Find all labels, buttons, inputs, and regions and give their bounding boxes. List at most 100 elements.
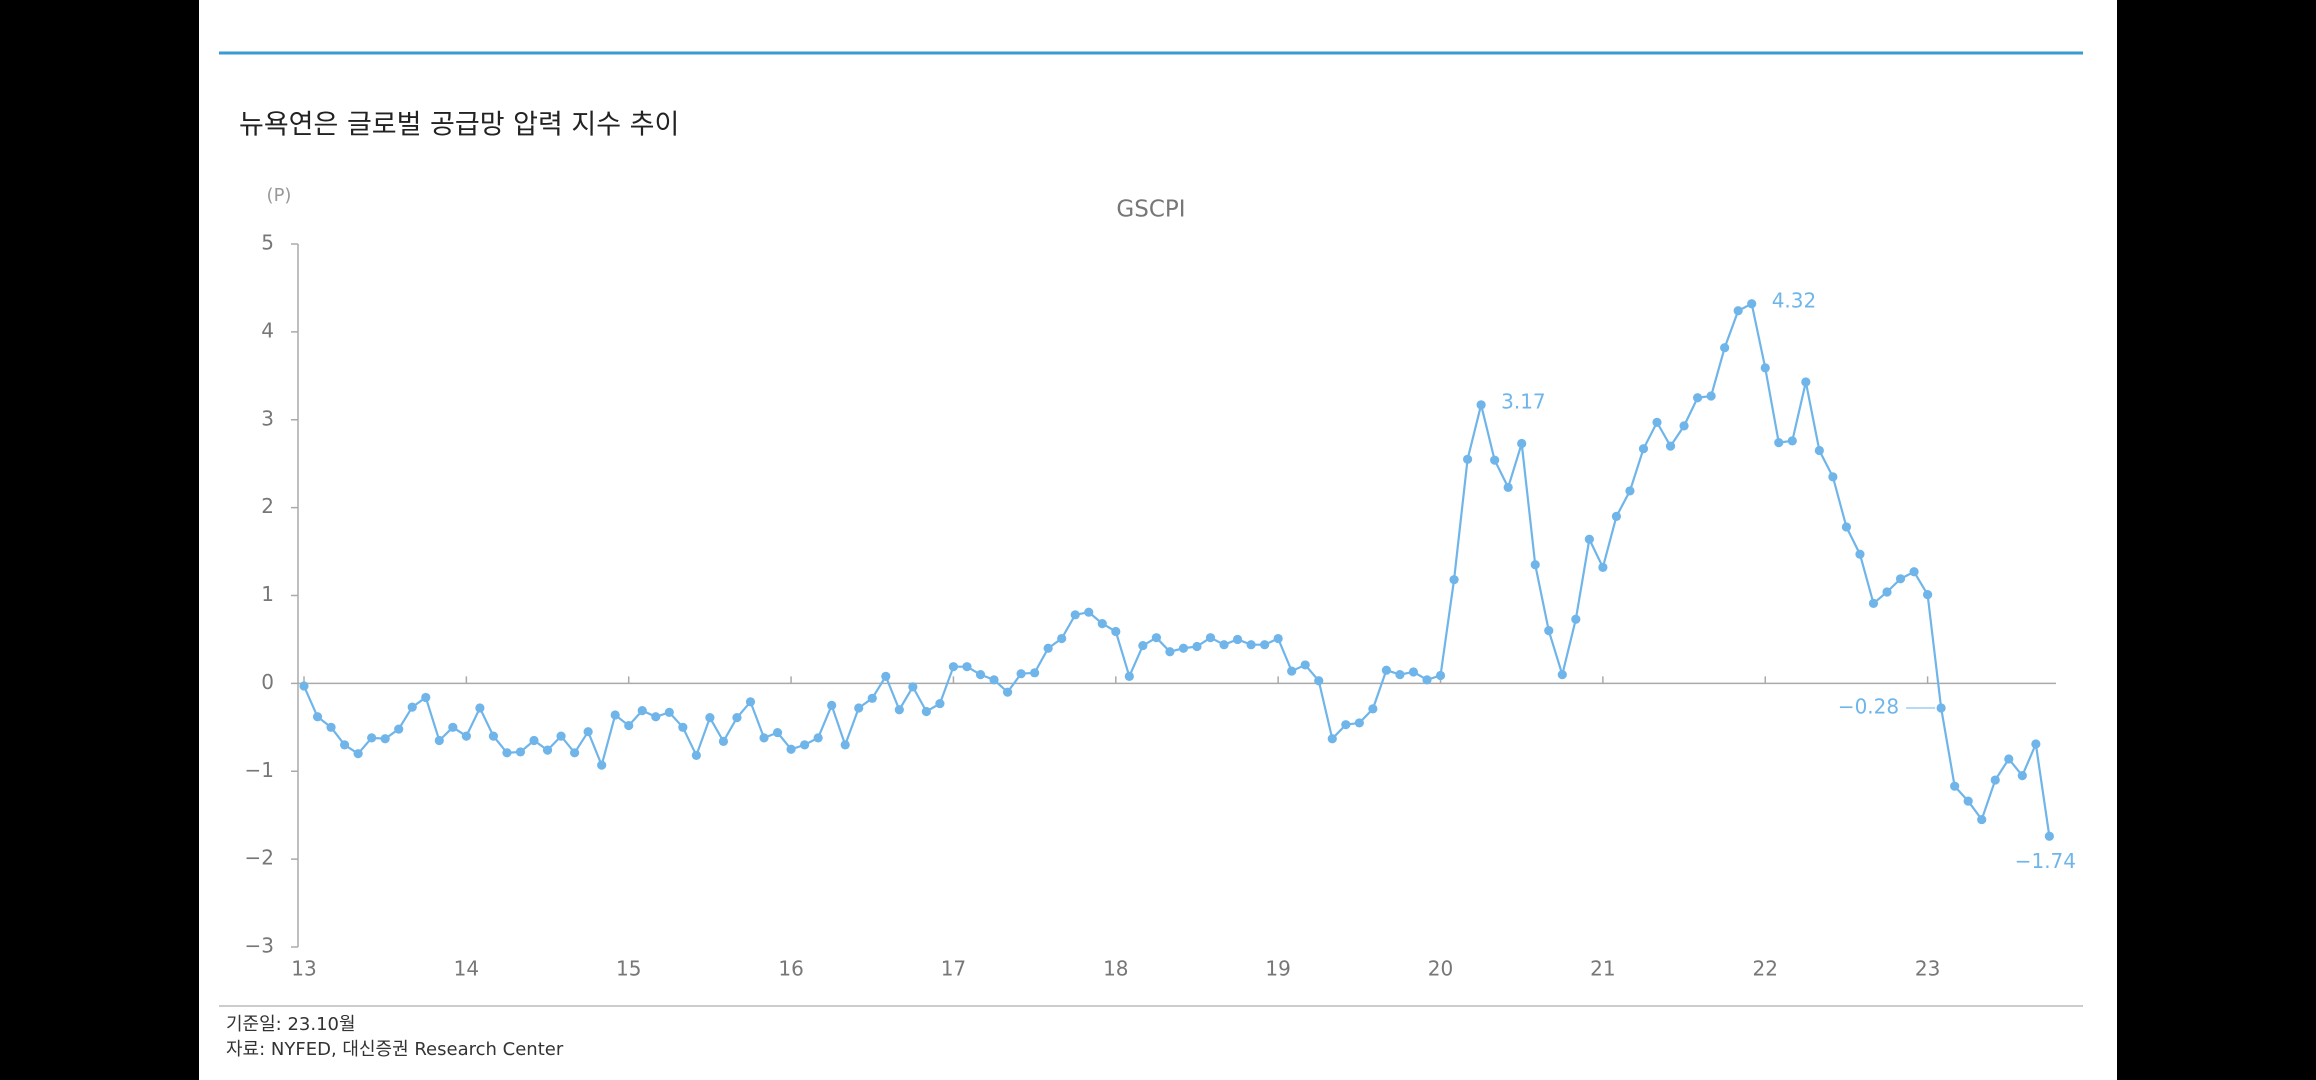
data-point <box>718 736 729 746</box>
data-point <box>1219 640 1229 650</box>
data-point <box>1977 814 1987 825</box>
data-point <box>1097 619 1107 629</box>
data-point <box>1232 634 1243 645</box>
x-tick-label: 19 <box>1265 957 1290 981</box>
data-point <box>1070 610 1080 620</box>
data-point <box>1151 633 1161 643</box>
data-point <box>921 706 931 717</box>
data-point <box>1462 454 1473 464</box>
line-series <box>302 302 2051 837</box>
data-point <box>1706 391 1716 401</box>
data-point <box>1652 417 1662 427</box>
y-tick-label: 4 <box>261 318 274 342</box>
data-point <box>962 662 972 672</box>
data-point <box>1828 472 1838 482</box>
data-point <box>1747 299 1757 309</box>
data-point <box>745 697 756 707</box>
data-point <box>1882 587 1892 597</box>
x-tick-label: 23 <box>1915 957 1940 981</box>
data-point <box>1571 614 1581 624</box>
x-tick-label: 22 <box>1753 957 1778 981</box>
value-label: 3.17 <box>1501 389 1546 413</box>
y-tick-label: 2 <box>261 494 274 518</box>
data-point <box>1381 665 1391 675</box>
data-point <box>1476 400 1486 410</box>
data-point <box>1909 567 1919 577</box>
data-point <box>1841 522 1852 532</box>
data-point <box>800 740 810 750</box>
data-point <box>1246 640 1256 650</box>
x-tick-label: 13 <box>291 957 316 981</box>
y-tick-label: 1 <box>261 582 274 606</box>
data-point <box>1057 633 1067 644</box>
data-point <box>827 700 837 710</box>
data-point <box>975 669 986 680</box>
data-point <box>1341 720 1351 730</box>
data-point <box>367 733 377 743</box>
data-point <box>1950 781 1960 791</box>
data-point <box>705 713 715 723</box>
data-point <box>637 706 647 716</box>
data-point <box>448 722 458 732</box>
data-point <box>1544 626 1554 636</box>
data-point <box>407 702 417 712</box>
y-tick-label: 0 <box>261 670 274 694</box>
data-point <box>1043 643 1053 653</box>
data-point <box>1611 511 1622 522</box>
data-point <box>1598 562 1608 572</box>
data-point <box>1530 560 1540 570</box>
data-point <box>664 707 674 717</box>
data-point <box>1490 455 1500 465</box>
data-point <box>1002 687 1013 697</box>
data-point <box>1435 670 1446 681</box>
value-label: −0.28 <box>1838 694 1899 718</box>
y-tick-label: −1 <box>245 758 274 782</box>
data-point <box>326 722 336 732</box>
data-point <box>1300 660 1310 670</box>
x-tick-label: 21 <box>1590 957 1615 981</box>
chart-subtitle: GSCPI <box>1116 197 1185 223</box>
x-tick-label: 18 <box>1103 957 1128 981</box>
x-tick-label: 17 <box>941 957 966 981</box>
y-tick-label: 5 <box>261 231 274 255</box>
data-point <box>434 735 444 746</box>
data-point <box>1030 668 1040 678</box>
data-point <box>881 671 891 681</box>
data-point <box>1273 633 1283 644</box>
data-point <box>1665 441 1676 451</box>
data-point <box>312 712 323 722</box>
data-point <box>867 693 877 703</box>
data-point <box>1855 549 1865 559</box>
data-point <box>1801 377 1811 387</box>
data-point <box>380 734 390 744</box>
data-point <box>2004 754 2014 764</box>
x-tick-label: 16 <box>778 957 803 981</box>
data-point <box>854 703 864 713</box>
data-point <box>759 733 769 743</box>
data-point <box>1314 676 1324 686</box>
data-point <box>353 749 363 759</box>
data-point <box>678 722 688 732</box>
data-point <box>1990 775 2000 785</box>
data-point <box>840 740 850 750</box>
data-point <box>1517 438 1527 449</box>
data-point <box>1814 445 1824 456</box>
data-point <box>1638 444 1649 454</box>
data-point <box>1625 486 1635 496</box>
data-point <box>1192 641 1202 652</box>
data-point <box>556 731 566 741</box>
x-tick-label: 14 <box>454 957 479 981</box>
data-point <box>1679 421 1689 431</box>
data-point <box>989 675 999 685</box>
data-point <box>1395 669 1405 680</box>
data-point <box>1895 574 1906 584</box>
data-point <box>1327 734 1337 744</box>
data-point <box>1936 703 1946 713</box>
data-point <box>1084 607 1094 617</box>
y-tick-label: −2 <box>245 846 274 870</box>
data-point <box>2044 831 2054 841</box>
data-point <box>1354 718 1364 728</box>
data-point <box>1787 436 1797 446</box>
